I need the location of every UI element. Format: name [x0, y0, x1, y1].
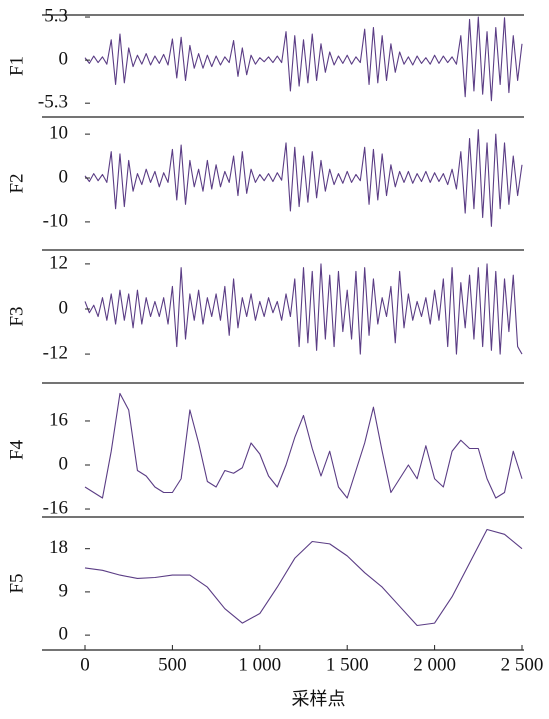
y-axis-label: F1 [6, 56, 27, 76]
y-tick-label: 16 [49, 409, 68, 430]
x-tick-label: 1 500 [326, 654, 369, 675]
y-tick-label: -10 [43, 210, 68, 231]
y-tick-label: -5.3 [38, 92, 68, 113]
y-tick-label: 10 [49, 122, 68, 143]
y-tick-label: 0 [59, 453, 69, 474]
y-tick-label: 12 [49, 252, 68, 273]
signal-line [84, 16, 523, 102]
y-axis-label: F3 [6, 306, 27, 326]
y-axis-label: F2 [6, 173, 27, 193]
signal-line [84, 263, 523, 355]
y-tick-label: 0 [59, 623, 69, 644]
signal-line [84, 392, 523, 499]
signal-line [84, 129, 523, 227]
y-tick-label: 0 [59, 48, 69, 69]
y-tick-label: 18 [49, 537, 68, 558]
x-tick-label: 2 000 [413, 654, 456, 675]
y-axis-label: F4 [6, 439, 27, 460]
y-axis-label: F5 [6, 573, 27, 593]
y-tick-label: 5.3 [44, 5, 68, 26]
y-tick-label: 9 [59, 580, 69, 601]
signal-line [84, 528, 523, 627]
y-tick-label: -12 [43, 342, 68, 363]
x-tick-label: 500 [158, 654, 187, 675]
x-tick-label: 0 [80, 654, 90, 675]
y-tick-label: 0 [59, 166, 69, 187]
y-tick-label: -16 [43, 497, 68, 518]
y-tick-label: 0 [59, 297, 69, 318]
x-axis-label: 采样点 [292, 689, 346, 710]
x-tick-label: 2 500 [501, 654, 544, 675]
x-tick-label: 1 000 [238, 654, 281, 675]
